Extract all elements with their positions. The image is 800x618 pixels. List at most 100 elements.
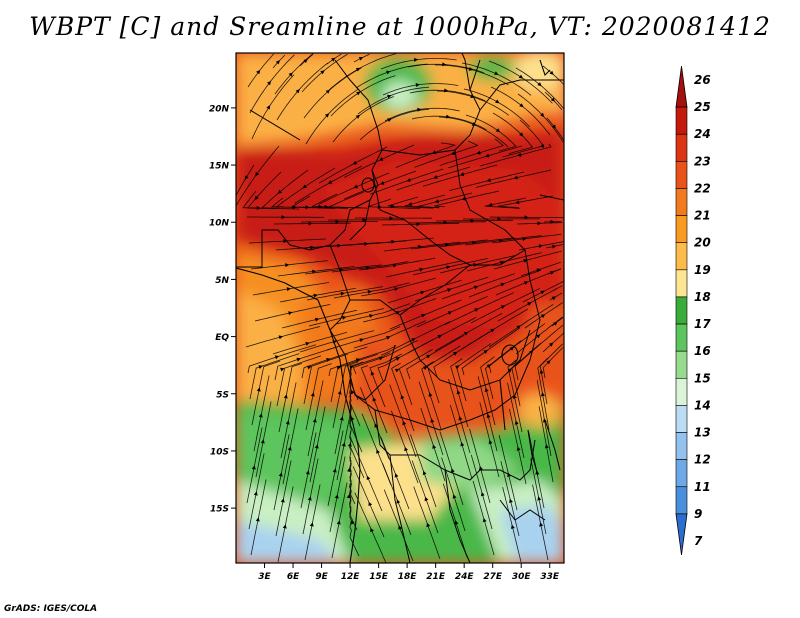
colorbar-label: 11 (694, 480, 711, 494)
lon-tick-label: 6E (287, 572, 300, 582)
streamline-arrowhead (509, 346, 515, 351)
streamline-arrowhead (474, 308, 479, 312)
streamline-arrowhead (379, 181, 385, 185)
streamline-arrowhead (419, 267, 424, 272)
streamline-arrowhead (426, 522, 431, 528)
lat-tick-label: 15S (210, 505, 229, 515)
colorbar-box (675, 242, 688, 271)
streamline-arrowhead (278, 472, 283, 477)
streamline-arrowhead (324, 113, 330, 118)
map-frame (235, 52, 565, 564)
latitude-axis: 20N 15N 10N 5N EQ 5S 10S 15S (209, 104, 236, 515)
streamline-arrowhead (513, 175, 518, 180)
streamline-arrowhead (296, 357, 301, 362)
streamline-arrowhead (483, 349, 488, 354)
streamline-arrowhead (366, 475, 371, 480)
streamline-arrowhead (355, 114, 361, 119)
streamline-arrowhead (254, 195, 259, 200)
streamline-arrowhead (368, 501, 373, 507)
streamline-arrowhead (443, 220, 448, 225)
streamline-arrowhead (473, 285, 479, 290)
streamline-arrowhead (551, 296, 556, 301)
streamline-arrowhead (486, 178, 491, 182)
streamline-arrowhead (295, 89, 300, 94)
streamline-arrowhead (537, 496, 542, 501)
streamline-arrowhead (376, 449, 380, 454)
streamline-arrowhead (278, 335, 283, 340)
streamline-arrowhead (549, 70, 554, 75)
colorbar-label: 26 (694, 73, 711, 87)
streamline-arrowhead (312, 269, 317, 274)
streamline-arrowhead (499, 238, 504, 243)
streamline-arrowhead (480, 491, 485, 497)
lat-tick-label: EQ (215, 333, 229, 343)
streamline-arrowhead (497, 217, 502, 221)
streamline-arrowhead (327, 180, 333, 184)
streamline-arrowhead (332, 468, 337, 473)
longitude-axis: 3E 6E 9E 12E 15E 18E 21E 24E 27E 30E 33E (258, 563, 560, 582)
streamline-arrowhead (398, 525, 402, 530)
streamline-arrowhead (303, 58, 308, 63)
streamline-arrowhead (468, 67, 474, 71)
country-borders (236, 53, 564, 563)
streamline-arrowhead (302, 184, 307, 189)
streamline-arrowhead (426, 354, 431, 359)
lon-tick-label: 12E (341, 572, 361, 582)
streamline-arrowhead (366, 265, 371, 270)
lon-tick-label: 18E (398, 572, 418, 582)
streamline-arrowhead (370, 527, 374, 533)
streamline-arrowhead (550, 271, 555, 275)
streamline-arrowhead (516, 446, 521, 451)
streamline-arrowhead (539, 522, 544, 527)
streamline-arrowhead (390, 204, 395, 209)
streamline-arrowhead (391, 239, 396, 244)
streamline-arrowhead (255, 517, 260, 522)
streamline-arrowhead (372, 397, 377, 402)
streamline-arrowhead (540, 143, 545, 148)
streamline-arrowhead (402, 420, 407, 426)
streamline-arrowhead (352, 160, 358, 165)
streamline-arrowhead (550, 219, 555, 224)
colorbar-box (675, 133, 688, 162)
streamline-arrowhead (488, 439, 493, 445)
streamline-arrowhead (433, 175, 438, 179)
streamline-arrowhead (253, 491, 258, 496)
streamline-arrowhead (267, 80, 271, 86)
streamline-arrowhead (346, 494, 351, 499)
streamline-arrowhead (519, 103, 524, 108)
streamline-arrowhead (342, 315, 347, 320)
streamline-arrowhead (359, 338, 364, 343)
streamline-arrowhead (280, 498, 285, 503)
colorbar-box (675, 296, 688, 325)
streamline-arrowhead (292, 205, 297, 210)
streamline-arrowhead (418, 244, 423, 249)
streamline-arrowhead (550, 97, 555, 102)
streamline-arrowhead (281, 215, 286, 220)
lat-tick-label: 5N (215, 276, 229, 286)
streamline-arrowhead (485, 153, 490, 158)
streamline-arrowhead (325, 89, 330, 94)
streamline-arrowhead (472, 240, 477, 245)
streamline-arrowhead (369, 314, 374, 318)
streamline-arrowhead (459, 172, 465, 177)
lon-tick-label: 21E (426, 572, 446, 582)
lon-tick-label: 24E (455, 572, 475, 582)
coastline-and-lakes (236, 59, 551, 563)
streamline-arrowhead (536, 334, 541, 339)
streamline-arrowhead (546, 360, 551, 365)
streamline-arrowhead (536, 268, 541, 273)
streamline-arrowhead (421, 313, 426, 318)
streamline-arrowhead (479, 465, 483, 471)
streamline-arrowhead (432, 444, 437, 449)
streamline-arrowhead (378, 356, 384, 361)
streamline-arrowhead (318, 204, 323, 209)
streamline-arrowhead (288, 72, 293, 77)
streamline-arrowhead (470, 218, 475, 223)
streamline-arrowhead (337, 243, 342, 248)
streamline-arrowhead (495, 128, 501, 133)
colorbar-label: 20 (694, 236, 711, 250)
streamline-arrowhead (495, 99, 500, 104)
colorbar-label: 14 (694, 398, 711, 412)
streamline-arrowhead (280, 367, 285, 372)
streamline-arrowhead (386, 336, 391, 340)
